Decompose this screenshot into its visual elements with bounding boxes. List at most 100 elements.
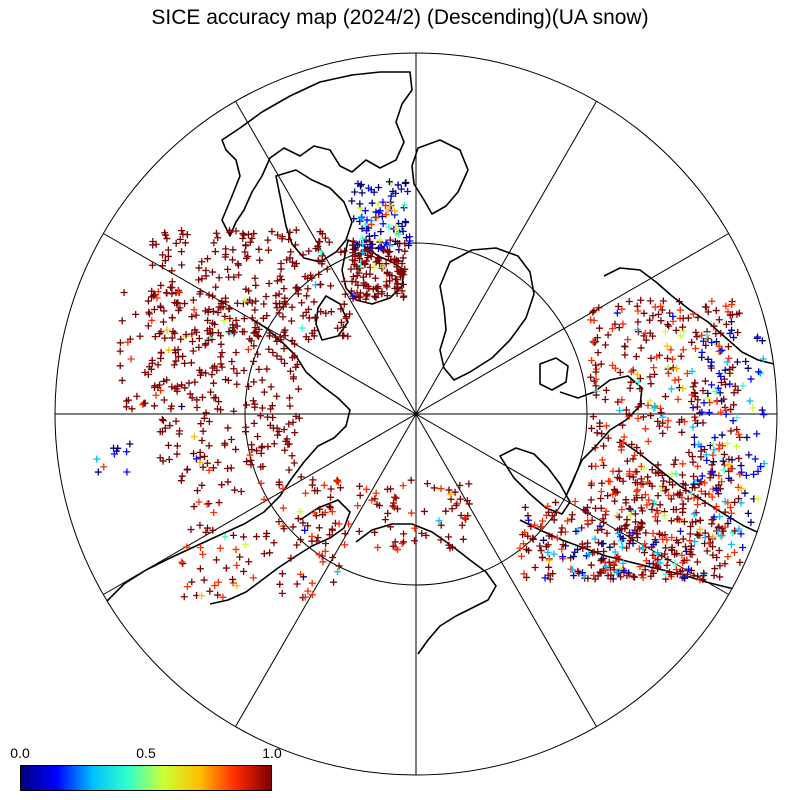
accuracy-point <box>254 433 262 441</box>
accuracy-point <box>127 355 135 363</box>
accuracy-point <box>159 417 167 425</box>
accuracy-point <box>650 364 658 372</box>
accuracy-point <box>196 459 204 467</box>
accuracy-point <box>733 310 741 318</box>
accuracy-point <box>232 349 240 357</box>
accuracy-point <box>570 572 578 580</box>
accuracy-point <box>154 288 162 296</box>
accuracy-point <box>520 570 528 578</box>
accuracy-point <box>287 317 295 325</box>
accuracy-point <box>211 581 219 589</box>
accuracy-point <box>736 558 744 566</box>
accuracy-point <box>679 505 687 513</box>
accuracy-point <box>155 330 163 338</box>
accuracy-point <box>634 403 642 411</box>
accuracy-point <box>708 468 716 476</box>
accuracy-point <box>634 326 642 334</box>
accuracy-point <box>398 259 406 267</box>
accuracy-point <box>240 231 248 239</box>
accuracy-point <box>196 565 204 573</box>
accuracy-point <box>367 253 375 261</box>
accuracy-point <box>197 544 205 552</box>
accuracy-point <box>638 520 646 528</box>
accuracy-point <box>622 406 630 414</box>
accuracy-point <box>697 487 705 495</box>
accuracy-point <box>164 246 172 254</box>
accuracy-point <box>619 421 627 429</box>
accuracy-point <box>661 550 669 558</box>
accuracy-point <box>544 548 552 556</box>
accuracy-point <box>355 293 363 301</box>
accuracy-point <box>329 554 337 562</box>
accuracy-point <box>379 263 387 271</box>
accuracy-point <box>244 346 252 354</box>
accuracy-point <box>150 305 158 313</box>
accuracy-point <box>448 505 456 513</box>
accuracy-point <box>724 553 732 561</box>
accuracy-point <box>675 418 683 426</box>
accuracy-point <box>631 573 639 581</box>
accuracy-point <box>559 553 567 561</box>
accuracy-point <box>348 197 356 205</box>
accuracy-point <box>168 290 176 298</box>
accuracy-point <box>709 458 717 466</box>
accuracy-point <box>173 299 181 307</box>
accuracy-point <box>688 518 696 526</box>
accuracy-point <box>678 428 686 436</box>
accuracy-point <box>226 315 234 323</box>
accuracy-point <box>352 244 360 252</box>
accuracy-point <box>731 527 739 535</box>
accuracy-point <box>205 291 213 299</box>
accuracy-point <box>735 495 743 503</box>
accuracy-point <box>584 539 592 547</box>
accuracy-point <box>204 524 212 532</box>
accuracy-point <box>132 310 140 318</box>
accuracy-point <box>214 591 222 599</box>
accuracy-point <box>633 533 641 541</box>
accuracy-point <box>358 225 366 233</box>
accuracy-point <box>252 281 260 289</box>
accuracy-point <box>407 509 415 517</box>
accuracy-point <box>157 281 165 289</box>
accuracy-point <box>164 252 172 260</box>
accuracy-point <box>744 364 752 372</box>
accuracy-point <box>601 395 609 403</box>
accuracy-point <box>153 294 161 302</box>
accuracy-point <box>631 510 639 518</box>
accuracy-point <box>611 548 619 556</box>
accuracy-point <box>154 361 162 369</box>
accuracy-point <box>214 458 222 466</box>
accuracy-point <box>664 321 672 329</box>
accuracy-point <box>717 532 725 540</box>
accuracy-point <box>190 503 198 511</box>
accuracy-point <box>265 246 273 254</box>
accuracy-point <box>335 520 343 528</box>
accuracy-point <box>218 481 226 489</box>
accuracy-point <box>207 388 215 396</box>
accuracy-point <box>208 371 216 379</box>
accuracy-point <box>187 526 195 534</box>
accuracy-point <box>590 339 598 347</box>
accuracy-point <box>404 187 412 195</box>
accuracy-point <box>633 486 641 494</box>
accuracy-point <box>148 359 156 367</box>
accuracy-point <box>375 255 383 263</box>
accuracy-point <box>173 442 181 450</box>
accuracy-point <box>710 322 718 330</box>
accuracy-point <box>600 518 608 526</box>
accuracy-point <box>314 534 322 542</box>
accuracy-point <box>333 477 341 485</box>
accuracy-point <box>663 561 671 569</box>
accuracy-point <box>242 242 250 250</box>
accuracy-point <box>357 261 365 269</box>
accuracy-point <box>640 309 648 317</box>
accuracy-point <box>398 539 406 547</box>
accuracy-point <box>382 202 390 210</box>
accuracy-point <box>545 508 553 516</box>
accuracy-point <box>246 451 254 459</box>
accuracy-point <box>276 272 284 280</box>
accuracy-point <box>650 404 658 412</box>
accuracy-point <box>251 306 259 314</box>
accuracy-point <box>359 248 367 256</box>
accuracy-point <box>401 179 409 187</box>
